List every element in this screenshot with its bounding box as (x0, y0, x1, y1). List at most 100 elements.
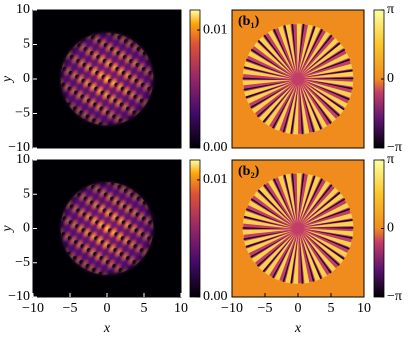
density-blob (18, 235, 34, 253)
phase-branch (302, 34, 333, 73)
x-tick-label: −10 (221, 301, 243, 316)
phase-branch (296, 173, 302, 224)
phase-branch (263, 184, 293, 223)
phase-branch (298, 24, 313, 74)
vortex (119, 3, 125, 9)
phase-branch (299, 233, 310, 284)
x-tick-label: 0 (295, 301, 302, 316)
y-tick-label: −10 (8, 140, 30, 155)
colorbar (189, 159, 201, 298)
phase-branch (256, 85, 293, 118)
panel-title: (a₁) (39, 14, 60, 29)
phase-branch (267, 179, 295, 225)
vortex (122, 153, 128, 159)
vortex (122, 303, 128, 309)
phase-branch (293, 84, 299, 135)
vortex (95, 303, 101, 309)
phase-branch (299, 176, 321, 224)
phase-branch (305, 69, 353, 77)
phase-branch (243, 215, 290, 228)
phase-branch (262, 235, 294, 273)
phase-branch (301, 38, 339, 75)
phase-branch (303, 230, 348, 258)
y-tick-label: 10 (16, 152, 30, 167)
phase-branch (282, 236, 297, 283)
phase-branch (300, 31, 331, 75)
phase-branch (303, 234, 332, 274)
phase-branch (259, 36, 294, 76)
phase-branch (274, 233, 297, 281)
phase-branch (304, 233, 340, 266)
phase-branch (258, 232, 295, 271)
vortex (181, 58, 187, 64)
heatmap-image (232, 160, 364, 297)
phase-branch (303, 79, 354, 87)
phase-branch (290, 87, 299, 135)
x-axis-label: x (294, 321, 302, 336)
x-tick-label: −5 (63, 301, 78, 316)
phase-branch (301, 83, 328, 129)
phase-branch (277, 25, 296, 75)
phase-branch (285, 233, 298, 284)
phase-branch (303, 213, 353, 227)
phase-branch (302, 202, 350, 226)
vortex (106, 0, 112, 1)
phase-branch (291, 23, 297, 71)
x-tick-label: 5 (328, 301, 335, 316)
phase-branch (291, 173, 297, 221)
phase-branch (303, 63, 353, 78)
density-blob (18, 86, 34, 104)
phase-branch (303, 80, 348, 108)
phase-branch (283, 174, 296, 221)
phase-branch (306, 227, 354, 229)
phase-branch (299, 87, 304, 135)
heatmap-image (18, 152, 181, 321)
heatmap-image (18, 0, 188, 159)
vortex (119, 152, 125, 158)
phase-branch (282, 87, 297, 133)
phase-branch (304, 198, 346, 224)
phase-branch (300, 28, 323, 72)
phase-branch (302, 235, 322, 280)
phase-branch (303, 80, 352, 98)
x-tick-label: 10 (174, 301, 188, 316)
phase-branch (251, 82, 294, 114)
vortex (27, 243, 33, 249)
y-tick-label: 5 (23, 186, 30, 201)
phase-branch (277, 175, 296, 224)
panel-title: (a₂) (39, 164, 60, 179)
vortex (112, 0, 118, 5)
y-tick-label: −10 (8, 289, 30, 304)
phase-branch (302, 232, 337, 272)
phase-branch (302, 193, 344, 225)
phase-branch (300, 236, 315, 282)
phase-branch (302, 81, 344, 115)
y-tick-label: 10 (16, 2, 30, 17)
phase-branch (253, 41, 294, 77)
phase-branch (305, 82, 345, 111)
x-tick-label: 0 (104, 301, 111, 316)
vortex (115, 315, 121, 321)
vortex (182, 42, 188, 48)
phase-branch (302, 184, 333, 222)
y-tick-label: 5 (23, 37, 30, 52)
phase-branch (264, 233, 296, 276)
phase-branch (274, 84, 297, 132)
phase-branch (301, 187, 339, 225)
y-tick-label: 0 (23, 71, 30, 86)
x-tick-label: −10 (22, 301, 44, 316)
phase-branch (299, 84, 310, 134)
y-tick-label: −5 (15, 106, 30, 121)
phase-branch (303, 228, 354, 237)
phase-branch (296, 23, 302, 74)
phase-branch (299, 26, 316, 71)
phase-branch (247, 51, 293, 78)
phase-branch (273, 28, 294, 73)
vortex (86, 0, 92, 5)
colorbar (189, 9, 201, 149)
density-blob (92, 0, 108, 1)
phase-branch (257, 39, 292, 75)
phase-branch (304, 83, 340, 117)
phase-branch (250, 48, 291, 76)
